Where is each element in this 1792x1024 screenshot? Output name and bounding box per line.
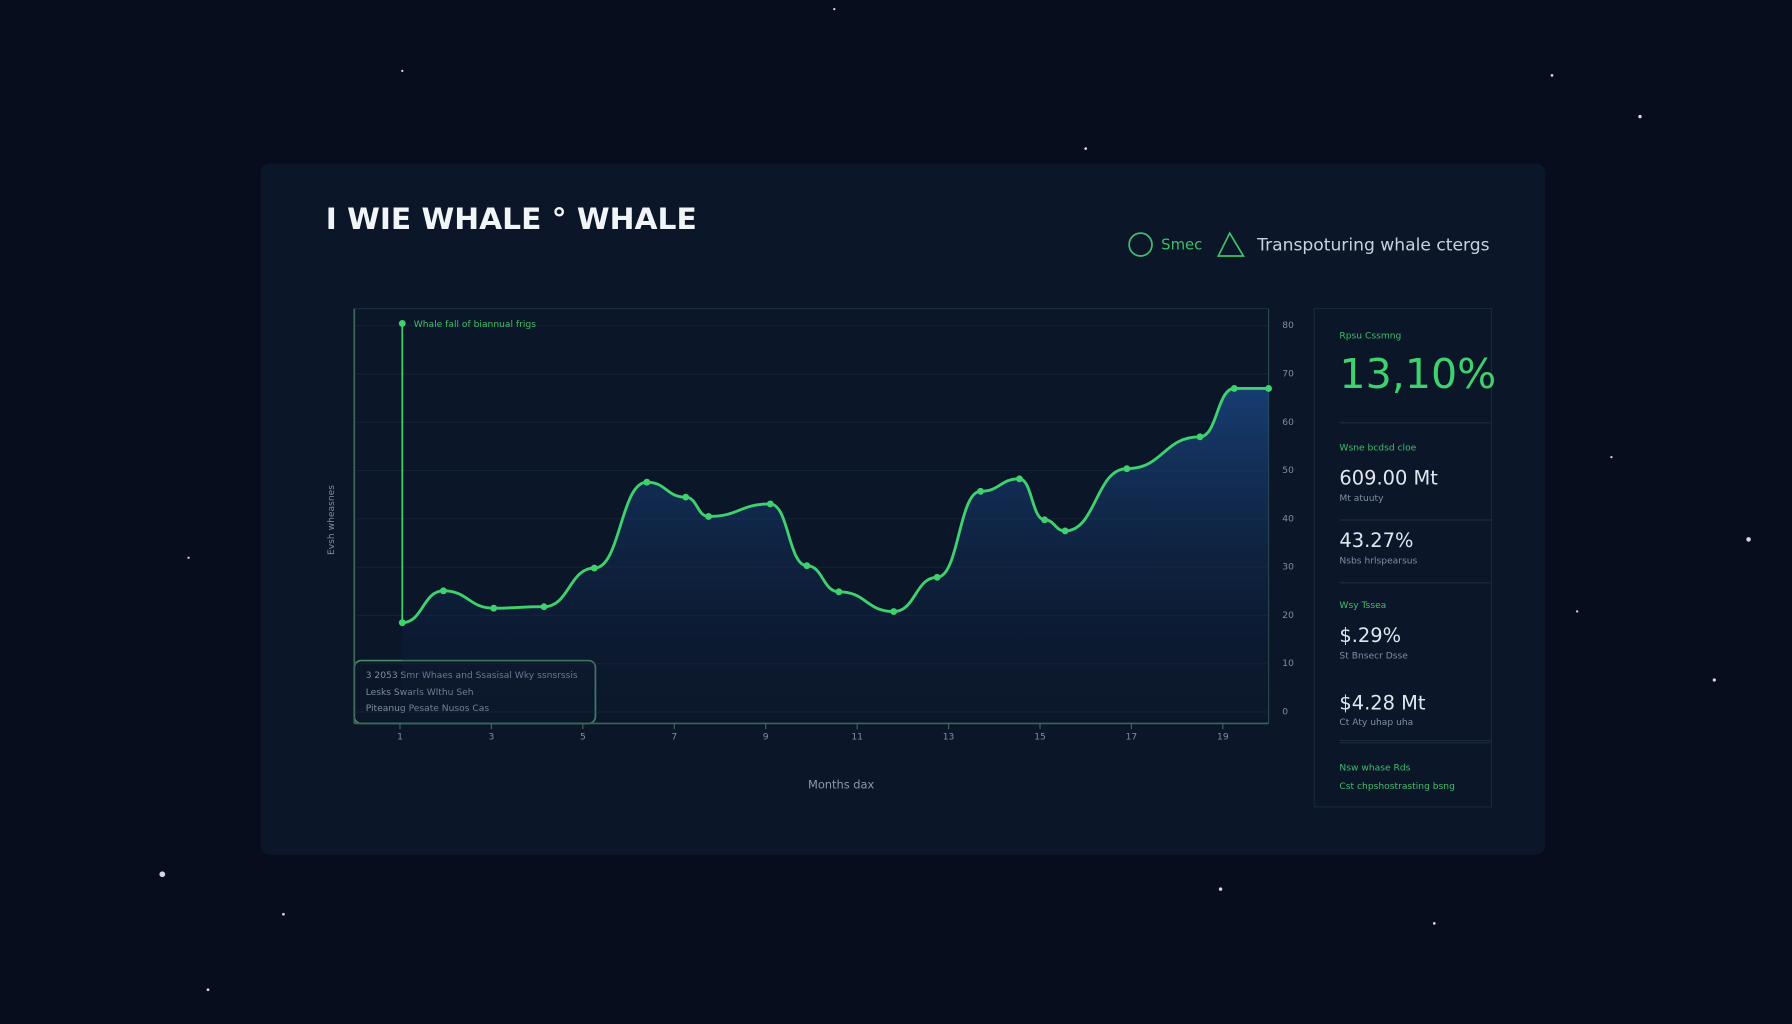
legend-item: Smec xyxy=(1161,236,1202,254)
point xyxy=(1061,527,1069,535)
x-tick-label: 9 xyxy=(763,733,769,743)
x-tick-label: 7 xyxy=(671,733,677,743)
point xyxy=(1123,465,1131,473)
point xyxy=(490,604,498,612)
point xyxy=(890,608,898,615)
x-tick-label: 1 xyxy=(397,733,403,743)
area xyxy=(402,388,1269,724)
stat-label: Wsne bcdsd cloe xyxy=(1339,444,1416,454)
x-tick-label: 5 xyxy=(580,733,586,743)
point xyxy=(977,487,984,495)
line xyxy=(402,387,1269,625)
point xyxy=(398,619,406,627)
legend-icon xyxy=(1216,231,1245,257)
point xyxy=(1196,433,1204,441)
stat-note: Mt atuuty xyxy=(1339,494,1384,504)
stat-label: Nsw whase Rds xyxy=(1339,764,1410,774)
point xyxy=(1230,385,1238,392)
stat-value: $.29% xyxy=(1339,624,1401,647)
y-tick-label: 50 xyxy=(1282,466,1294,476)
y-tick-label: 60 xyxy=(1282,418,1294,428)
panel xyxy=(260,163,1546,855)
point xyxy=(803,562,811,570)
point xyxy=(933,573,941,581)
stat-label: Wsy Tssea xyxy=(1339,601,1386,611)
point xyxy=(440,587,447,595)
y-tick-label: 20 xyxy=(1282,611,1294,621)
stat-value: 609.00 Mt xyxy=(1339,466,1438,489)
y-tick-label: 70 xyxy=(1282,370,1294,380)
point xyxy=(590,564,598,572)
x-tick-label: 11 xyxy=(851,733,863,743)
point xyxy=(540,603,548,611)
legend-item: Transpoturing whale ctergs xyxy=(1256,236,1490,256)
point xyxy=(643,478,651,486)
annotation: Whale fall of biannual frigs xyxy=(414,320,537,330)
y-tick-label: 30 xyxy=(1282,563,1294,573)
stat-value: 43.27% xyxy=(1339,529,1413,552)
point xyxy=(682,493,690,501)
x-tick-label: 17 xyxy=(1126,733,1138,743)
x-tick-label: 19 xyxy=(1217,733,1229,743)
y-axis-label: Evsh wheasnes xyxy=(327,485,337,555)
x-tick-label: 13 xyxy=(943,733,955,743)
y-tick-label: 80 xyxy=(1282,321,1294,331)
stat-note: St Bnsecr Dsse xyxy=(1339,651,1408,661)
stat-note: Cst chpshostrasting bsng xyxy=(1339,782,1454,792)
x-tick-label: 3 xyxy=(489,733,495,743)
legend-icon xyxy=(1128,232,1153,257)
stat-value: $4.28 Mt xyxy=(1339,692,1425,715)
x-tick-label: 15 xyxy=(1034,733,1046,743)
point xyxy=(766,500,774,508)
y-tick-label: 0 xyxy=(1282,708,1288,718)
point xyxy=(1265,385,1272,392)
x-axis-label: Months dax xyxy=(808,778,875,792)
point xyxy=(705,513,712,520)
point xyxy=(835,588,843,596)
stat-label: Rpsu Cssmng xyxy=(1339,331,1401,341)
y-tick-label: 10 xyxy=(1282,659,1294,669)
annotation-dot xyxy=(398,320,406,327)
title: I WIE WHALE ° WHALE xyxy=(326,202,697,237)
y-tick-label: 40 xyxy=(1282,514,1294,524)
stars xyxy=(159,8,1751,992)
point xyxy=(1016,475,1023,483)
side-frame xyxy=(1313,307,1492,808)
stat-value: 13,10% xyxy=(1339,350,1496,398)
stat-note: Nsbs hrlspearsus xyxy=(1339,557,1417,567)
point xyxy=(1041,516,1048,524)
stat-note: Ct Aty uhap uha xyxy=(1339,718,1413,728)
